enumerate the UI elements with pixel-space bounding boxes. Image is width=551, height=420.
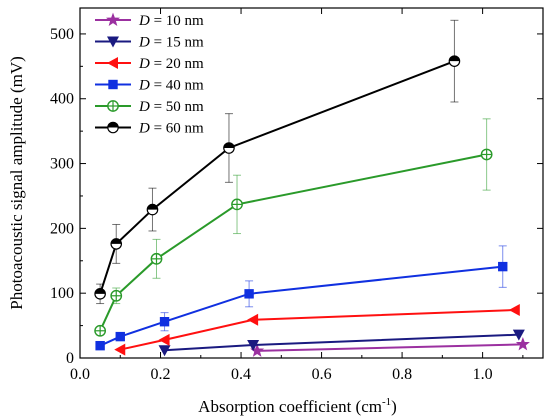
legend-label-var: D [138, 99, 150, 115]
legend-item: D = 15 nm [95, 35, 204, 51]
marker-half [107, 122, 119, 128]
x-tick-label: 0.0 [70, 366, 90, 383]
legend-label-var: D [138, 78, 150, 94]
legend-label-var: D [138, 56, 150, 72]
legend-item: D = 10 nm [95, 12, 204, 29]
y-tick-label: 400 [50, 91, 74, 108]
series-line [257, 343, 523, 352]
marker-half [449, 55, 460, 62]
data-point [159, 317, 170, 327]
series-line [99, 153, 487, 332]
legend-label: D = 40 nm [138, 78, 204, 94]
x-axis-title: Absorption coefficient (cm-1) [198, 396, 397, 416]
legend-marker [107, 57, 118, 69]
data-point [498, 261, 508, 272]
x-axis-title-suffix: ) [391, 397, 397, 416]
data-point [158, 345, 171, 357]
series-line [120, 309, 515, 351]
marker-half [147, 204, 158, 210]
legend-label-value: = 40 nm [150, 78, 204, 94]
data-point [508, 304, 520, 317]
y-axis-title: Photoacoustic signal amplitude (mV) [7, 56, 26, 310]
x-tick-label: 0.8 [392, 366, 412, 383]
data-point [512, 329, 525, 341]
legend-label-value: = 15 nm [150, 35, 204, 51]
x-axis-title-main: Absorption coefficient (cm [198, 397, 382, 416]
series-3 [95, 245, 508, 351]
legend-label: D = 50 nm [138, 99, 204, 115]
data-point [110, 238, 123, 250]
series-0 [250, 337, 530, 357]
y-tick-label: 300 [50, 156, 74, 173]
data-point [247, 340, 260, 352]
data-point [247, 313, 259, 326]
series-layer [94, 19, 530, 357]
legend-label-var: D [138, 13, 150, 29]
series-2 [114, 304, 520, 356]
data-point [448, 55, 461, 67]
legend-label: D = 10 nm [138, 13, 204, 29]
data-point [244, 289, 254, 299]
y-tick-label: 200 [50, 220, 74, 237]
axis-labels: Absorption coefficient (cm-1) Photoacoust… [7, 56, 397, 416]
legend-item: D = 20 nm [95, 56, 204, 72]
legend-item: D = 50 nm [95, 99, 204, 115]
legend-item: D = 60 nm [95, 121, 204, 137]
data-point [110, 289, 123, 302]
legend-item: D = 40 nm [95, 78, 204, 94]
legend-label-value: = 20 nm [150, 56, 204, 72]
x-tick-label: 1.0 [473, 366, 493, 383]
data-point [150, 252, 163, 265]
x-tick-label: 0.2 [151, 366, 171, 383]
marker-half [111, 238, 122, 244]
x-tick-label: 0.6 [312, 366, 332, 383]
series-5 [94, 19, 461, 305]
data-point [480, 148, 493, 161]
legend-label: D = 20 nm [138, 56, 204, 72]
series-1 [158, 329, 525, 357]
x-tick-label: 0.4 [231, 366, 251, 383]
data-point [95, 340, 105, 351]
legend-label-value: = 10 nm [150, 13, 204, 29]
data-point [114, 343, 126, 356]
legend-label-var: D [138, 35, 150, 51]
data-point [94, 324, 107, 337]
legend-label: D = 60 nm [138, 121, 204, 137]
x-axis-title-sup: -1 [382, 396, 391, 408]
legend-label-value: = 50 nm [150, 99, 204, 115]
axes-layer: 0.0 0.2 0.4 0.6 0.8 1.0 0 100 200 300 400 500 [50, 7, 544, 383]
series-line [99, 265, 503, 347]
y-tick-label: 0 [66, 350, 74, 367]
legend-marker [107, 121, 119, 134]
legend-label-var: D [138, 121, 150, 137]
data-point [146, 203, 159, 216]
data-point [158, 333, 170, 346]
legend-label: D = 15 nm [138, 35, 204, 51]
y-tick-label: 100 [50, 285, 74, 302]
legend: D = 10 nmD = 15 nmD = 20 nmD = 40 nmD = … [95, 12, 204, 137]
marker-half [94, 288, 106, 294]
series-4 [94, 118, 493, 337]
legend-marker [105, 12, 121, 26]
data-point [223, 142, 235, 154]
data-point [94, 288, 106, 300]
legend-marker [107, 36, 119, 48]
y-tick-label: 500 [50, 26, 74, 43]
legend-marker [108, 79, 118, 90]
data-point [231, 198, 243, 211]
data-point [515, 337, 530, 351]
data-point [115, 331, 125, 342]
legend-label-value: = 60 nm [150, 121, 204, 137]
marker-half [223, 142, 235, 148]
legend-marker [107, 100, 119, 112]
plot-frame [79, 7, 544, 359]
